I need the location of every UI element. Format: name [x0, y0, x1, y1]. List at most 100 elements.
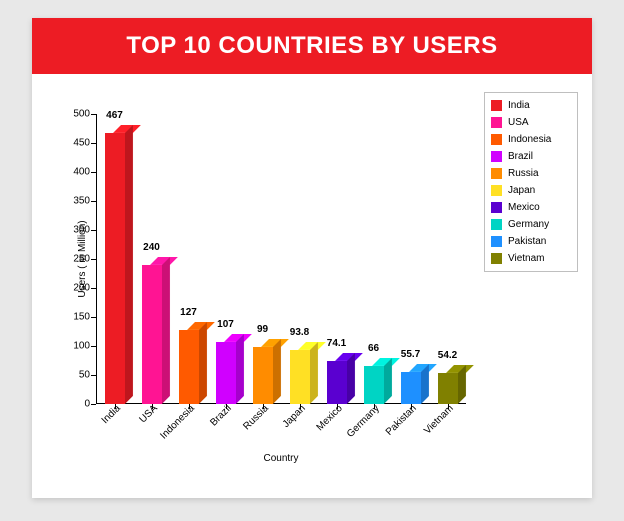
bar-front	[105, 133, 125, 404]
legend: India USA Indonesia Brazil Russia Japan Mexico…	[484, 92, 578, 272]
legend-label: Indonesia	[508, 134, 551, 145]
bar-value-label: 467	[95, 110, 135, 121]
legend-swatch	[491, 117, 502, 128]
y-tick	[91, 259, 96, 260]
legend-label: Vietnam	[508, 253, 545, 264]
x-tick-label: USA	[137, 403, 159, 425]
bar-value-label: 127	[169, 307, 209, 318]
bar-side-face	[162, 257, 170, 404]
legend-item: Indonesia	[491, 131, 571, 148]
bar	[142, 265, 162, 404]
x-tick-label: India	[99, 403, 122, 426]
bar	[364, 366, 384, 404]
legend-swatch	[491, 100, 502, 111]
bar	[401, 372, 421, 404]
y-tick-label: 150	[62, 312, 90, 323]
y-axis-title: Users ( in Million)	[77, 220, 88, 297]
bar-value-label: 74.1	[317, 338, 357, 349]
y-tick	[91, 346, 96, 347]
legend-item: India	[491, 97, 571, 114]
bar-front	[290, 350, 310, 404]
legend-item: Brazil	[491, 148, 571, 165]
bar-front	[438, 373, 458, 404]
bar-side-face	[458, 365, 466, 404]
x-axis-title: Country	[96, 453, 466, 464]
y-tick	[91, 201, 96, 202]
bar-front	[253, 347, 273, 404]
bar-value-label: 93.8	[280, 327, 320, 338]
bar-value-label: 66	[354, 343, 394, 354]
legend-item: Pakistan	[491, 233, 571, 250]
legend-label: Mexico	[508, 202, 540, 213]
y-tick-label: 350	[62, 196, 90, 207]
y-tick	[91, 230, 96, 231]
y-tick-label: 450	[62, 138, 90, 149]
y-tick	[91, 375, 96, 376]
bar-side-face	[347, 353, 355, 404]
bar-value-label: 55.7	[391, 349, 431, 360]
bar-side-face	[236, 334, 244, 404]
legend-label: USA	[508, 117, 529, 128]
y-tick	[91, 172, 96, 173]
bar	[327, 361, 347, 404]
legend-label: India	[508, 100, 530, 111]
x-tick-label: Indonesia	[158, 403, 196, 441]
x-tick-label: Japan	[280, 403, 307, 430]
bar-side-face	[310, 342, 318, 404]
legend-item: Germany	[491, 216, 571, 233]
bar	[290, 350, 310, 404]
legend-label: Russia	[508, 168, 539, 179]
bar-value-label: 107	[206, 319, 246, 330]
bar	[216, 342, 236, 404]
chart-card: TOP 10 COUNTRIES BY USERS 05010015020025…	[32, 18, 592, 498]
x-tick-label: Pakistan	[383, 403, 418, 438]
legend-swatch	[491, 253, 502, 264]
x-tick-label: Germany	[344, 403, 381, 440]
legend-item: Mexico	[491, 199, 571, 216]
y-tick-label: 500	[62, 109, 90, 120]
legend-label: Pakistan	[508, 236, 546, 247]
bar-value-label: 99	[243, 324, 283, 335]
bar	[105, 133, 125, 404]
legend-swatch	[491, 151, 502, 162]
legend-swatch	[491, 219, 502, 230]
bar-front	[179, 330, 199, 404]
legend-item: USA	[491, 114, 571, 131]
legend-label: Japan	[508, 185, 535, 196]
bar-value-label: 240	[132, 242, 172, 253]
bar-front	[364, 366, 384, 404]
bar-front	[142, 265, 162, 404]
y-axis-line	[96, 114, 97, 404]
y-tick	[91, 143, 96, 144]
x-tick-label: Brazil	[208, 403, 233, 428]
legend-swatch	[491, 185, 502, 196]
bar	[438, 373, 458, 404]
bar-value-label: 54.2	[428, 350, 468, 361]
x-tick-label: Mexico	[314, 403, 344, 433]
legend-item: Japan	[491, 182, 571, 199]
y-tick-label: 50	[62, 370, 90, 381]
bar-front	[216, 342, 236, 404]
legend-swatch	[491, 168, 502, 179]
x-tick-label: Vietnam	[422, 403, 456, 437]
bar-side-face	[125, 125, 133, 404]
chart-title-banner: TOP 10 COUNTRIES BY USERS	[32, 18, 592, 74]
y-tick-label: 100	[62, 341, 90, 352]
legend-swatch	[491, 134, 502, 145]
bar-side-face	[384, 358, 392, 404]
bar	[253, 347, 273, 404]
legend-swatch	[491, 202, 502, 213]
bar-side-face	[421, 364, 429, 404]
bar-front	[401, 372, 421, 404]
y-tick	[91, 404, 96, 405]
bar	[179, 330, 199, 404]
legend-label: Germany	[508, 219, 549, 230]
bar-side-face	[199, 322, 207, 404]
y-tick	[91, 317, 96, 318]
y-tick	[91, 288, 96, 289]
legend-label: Brazil	[508, 151, 533, 162]
bar-side-face	[273, 339, 281, 404]
y-tick-label: 0	[62, 399, 90, 410]
x-tick-label: Russia	[241, 403, 270, 432]
bar-front	[327, 361, 347, 404]
